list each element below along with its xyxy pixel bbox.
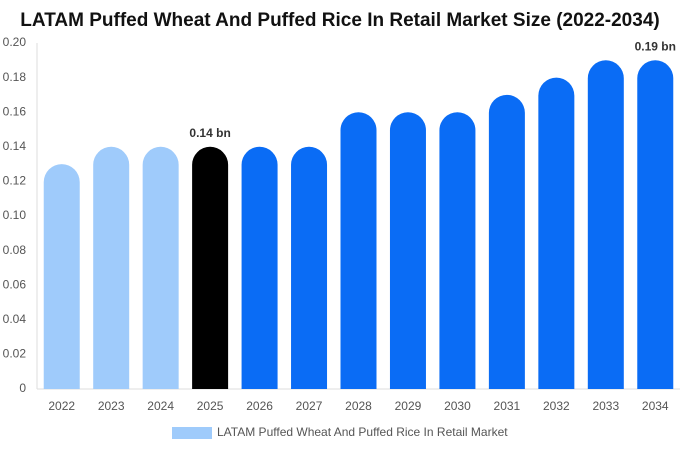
x-tick-label: 2025 (197, 399, 224, 413)
data-label: 0.19 bn (635, 39, 676, 53)
chart-title: LATAM Puffed Wheat And Puffed Rice In Re… (20, 10, 659, 31)
x-tick-label: 2030 (444, 399, 471, 413)
data-label: 0.14 bn (189, 126, 230, 140)
x-tick-label: 2027 (296, 399, 323, 413)
y-tick-label: 0 (19, 381, 26, 395)
legend-label: LATAM Puffed Wheat And Puffed Rice In Re… (217, 425, 508, 439)
y-tick-label: 0.02 (3, 347, 27, 361)
bar (93, 146, 130, 389)
y-tick-label: 0.04 (3, 312, 27, 326)
y-tick-label: 0.06 (3, 277, 27, 291)
legend-swatch (172, 427, 212, 439)
y-tick-label: 0.18 (3, 70, 27, 84)
y-tick-label: 0.16 (3, 104, 27, 118)
x-tick-label: 2034 (642, 399, 669, 413)
bar (637, 60, 674, 389)
y-tick-label: 0.10 (3, 208, 27, 222)
x-tick-label: 2026 (246, 399, 273, 413)
x-tick-label: 2033 (592, 399, 619, 413)
bar (488, 94, 525, 389)
x-tick-label: 2028 (345, 399, 372, 413)
bar (43, 164, 80, 389)
x-tick-label: 2031 (494, 399, 521, 413)
x-tick-label: 2022 (48, 399, 75, 413)
bar (291, 146, 328, 389)
bar (241, 146, 278, 389)
x-tick-label: 2029 (395, 399, 422, 413)
bar (192, 146, 229, 389)
y-tick-label: 0.20 (3, 35, 27, 49)
bar (538, 77, 575, 389)
y-tick-label: 0.08 (3, 243, 27, 257)
bar (389, 112, 426, 389)
x-tick-label: 2024 (147, 399, 174, 413)
bar (142, 146, 179, 389)
x-tick-label: 2032 (543, 399, 570, 413)
y-tick-label: 0.14 (3, 139, 27, 153)
bar (439, 112, 476, 389)
x-tick-label: 2023 (98, 399, 125, 413)
bar (340, 112, 377, 389)
bar (587, 60, 624, 389)
y-tick-label: 0.12 (3, 174, 27, 188)
